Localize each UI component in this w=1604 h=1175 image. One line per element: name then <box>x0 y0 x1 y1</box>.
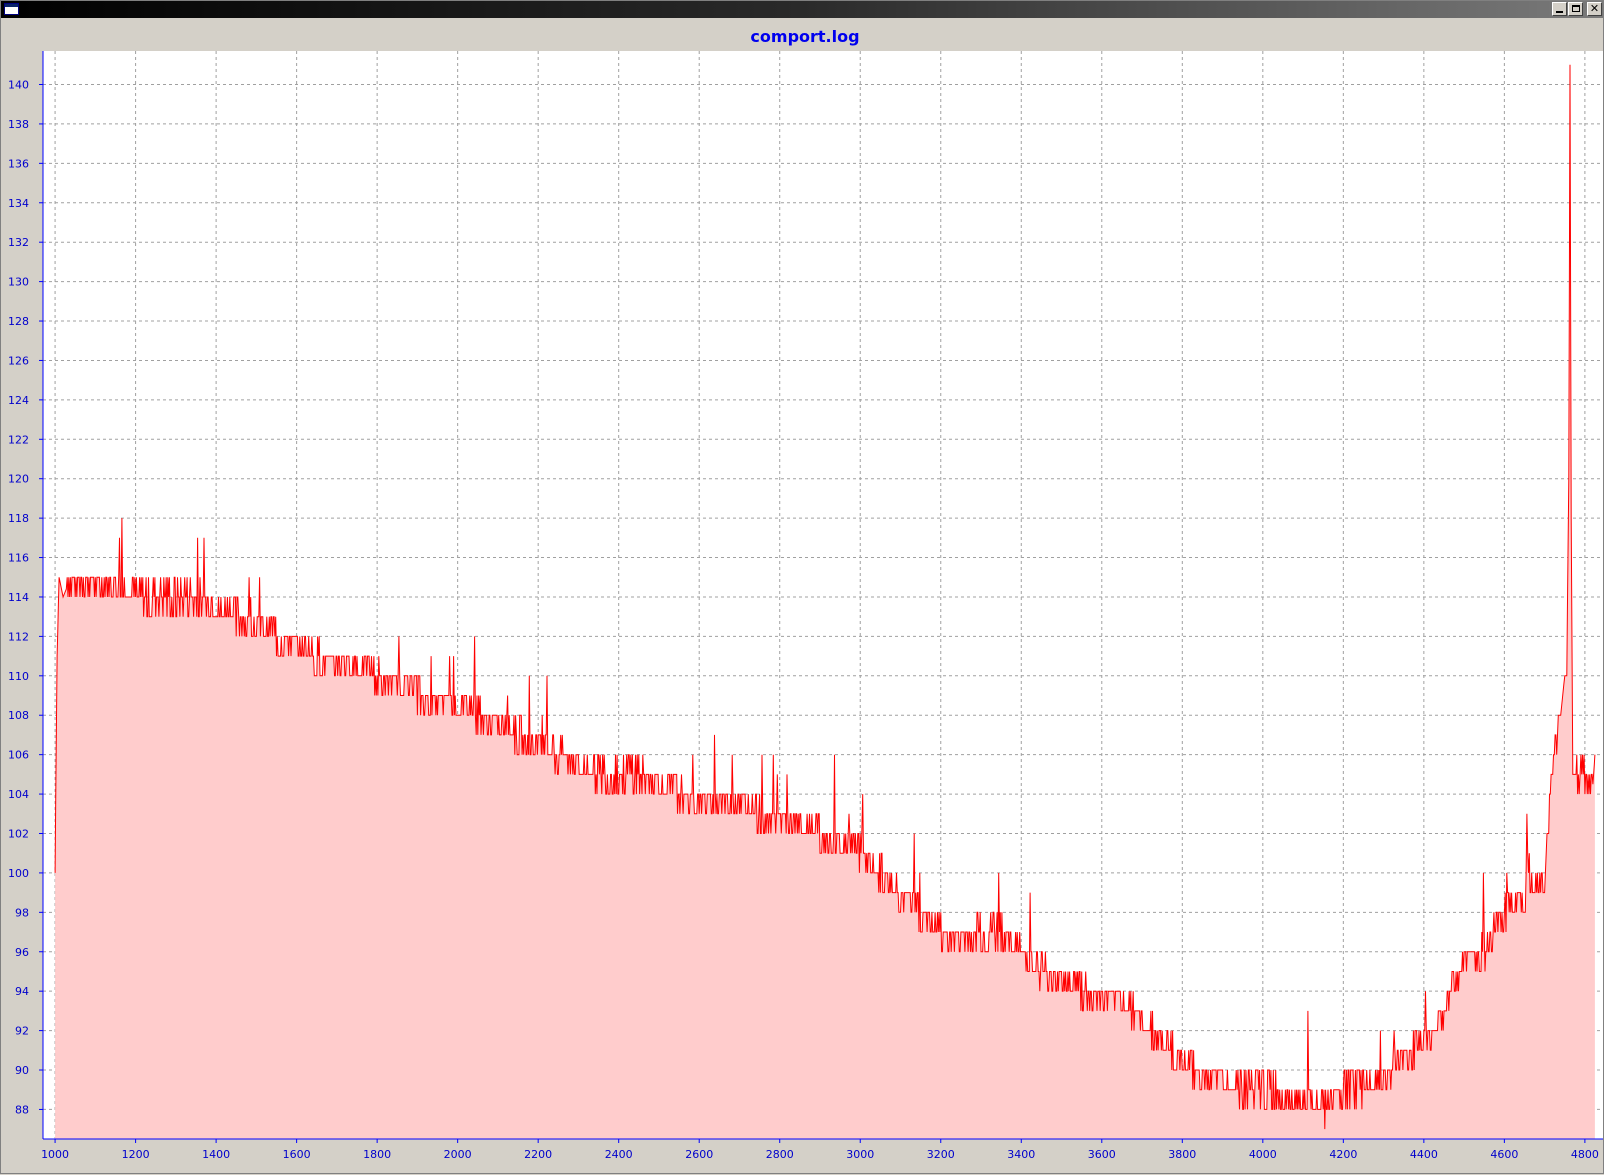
y-tick-label: 88 <box>15 1103 29 1116</box>
restore-button[interactable] <box>1568 2 1583 16</box>
y-tick-label: 136 <box>8 157 29 170</box>
y-tick-label: 114 <box>8 591 29 604</box>
x-tick-label: 3400 <box>1007 1148 1035 1161</box>
y-tick-label: 100 <box>8 867 29 880</box>
y-tick-label: 118 <box>8 512 29 525</box>
y-tick-label: 102 <box>8 827 29 840</box>
y-tick-label: 96 <box>15 946 29 959</box>
chart-title: comport.log <box>750 27 859 46</box>
y-tick-label: 90 <box>15 1064 29 1077</box>
restore-icon <box>1571 5 1580 12</box>
y-tick-label: 122 <box>8 433 29 446</box>
y-tick-label: 128 <box>8 315 29 328</box>
x-tick-label: 2400 <box>605 1148 633 1161</box>
x-tick-label: 3200 <box>927 1148 955 1161</box>
y-tick-label: 140 <box>8 79 29 92</box>
window-menu-icon[interactable] <box>4 3 19 15</box>
data-line <box>54 64 1596 1130</box>
y-tick-label: 104 <box>8 788 29 801</box>
y-tick-label: 112 <box>8 630 29 643</box>
y-tick-label: 130 <box>8 276 29 289</box>
minimize-button[interactable] <box>1552 2 1567 16</box>
title-bar[interactable]: ✕ <box>1 1 1603 18</box>
x-tick-label: 1800 <box>363 1148 391 1161</box>
x-tick-label: 4200 <box>1329 1148 1357 1161</box>
tick-labels: 1000 1200 1400 1600 1800 2000 2200 2400 2600 2800… <box>8 79 1599 1161</box>
x-tick-label: 1200 <box>122 1148 150 1161</box>
close-button[interactable]: ✕ <box>1587 2 1602 16</box>
close-icon: ✕ <box>1589 2 1600 15</box>
y-tick-label: 120 <box>8 473 29 486</box>
y-tick-label: 106 <box>8 749 29 762</box>
x-tick-label: 1600 <box>283 1148 311 1161</box>
x-tick-label: 2600 <box>685 1148 713 1161</box>
y-tick-label: 132 <box>8 236 29 249</box>
axes <box>39 51 1603 1143</box>
x-tick-label: 4600 <box>1490 1148 1518 1161</box>
x-tick-label: 3800 <box>1168 1148 1196 1161</box>
y-tick-label: 124 <box>8 394 29 407</box>
y-tick-label: 98 <box>15 906 29 919</box>
x-tick-label: 1000 <box>41 1148 69 1161</box>
y-tick-label: 134 <box>8 197 29 210</box>
x-tick-label: 4000 <box>1249 1148 1277 1161</box>
x-tick-label: 1400 <box>202 1148 230 1161</box>
y-tick-label: 92 <box>15 1025 29 1038</box>
data-area-fill <box>55 64 1595 1139</box>
y-tick-label: 110 <box>8 670 29 683</box>
y-tick-label: 126 <box>8 354 29 367</box>
x-tick-label: 3000 <box>846 1148 874 1161</box>
x-tick-label: 4400 <box>1410 1148 1438 1161</box>
y-tick-label: 116 <box>8 552 29 565</box>
x-tick-label: 2000 <box>444 1148 472 1161</box>
x-tick-label: 2200 <box>524 1148 552 1161</box>
y-tick-label: 108 <box>8 709 29 722</box>
minimize-icon <box>1556 11 1563 13</box>
x-tick-label: 2800 <box>766 1148 794 1161</box>
y-tick-label: 94 <box>15 985 29 998</box>
x-tick-label: 4800 <box>1571 1148 1599 1161</box>
y-tick-label: 138 <box>8 118 29 131</box>
x-tick-label: 3600 <box>1088 1148 1116 1161</box>
